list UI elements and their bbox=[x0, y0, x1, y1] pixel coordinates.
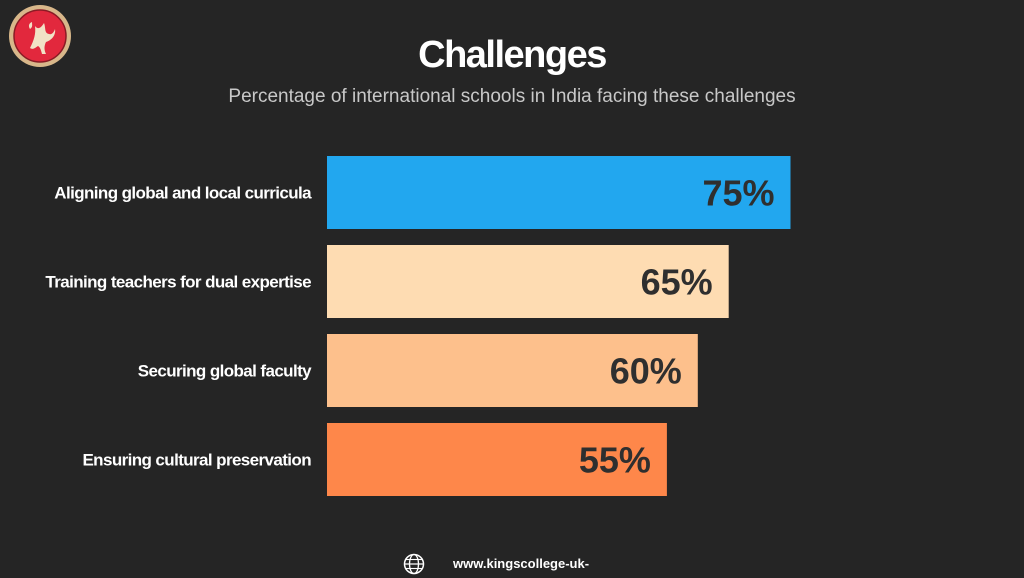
page-subtitle: Percentage of international schools in I… bbox=[228, 86, 796, 107]
bar-1 bbox=[327, 156, 791, 229]
website-link[interactable]: www.kingscollege-uk- bbox=[453, 556, 590, 571]
category-label-3: Securing global faculty bbox=[138, 362, 312, 381]
value-label-1: 75% bbox=[702, 173, 774, 214]
liver-bird-crest-icon bbox=[28, 22, 56, 54]
globe-icon bbox=[403, 553, 425, 575]
value-label-4: 55% bbox=[579, 440, 651, 481]
bar-4 bbox=[327, 423, 667, 496]
value-label-2: 65% bbox=[641, 262, 713, 303]
category-label-1: Aligning global and local curricula bbox=[54, 184, 312, 203]
value-label-3: 60% bbox=[610, 351, 682, 392]
page-title: Challenges bbox=[418, 34, 607, 76]
category-label-4: Ensuring cultural preservation bbox=[82, 451, 311, 470]
bar-2 bbox=[327, 245, 729, 318]
footer: www.kingscollege-uk- bbox=[0, 550, 1024, 578]
college-crest-logo bbox=[9, 5, 71, 67]
bar-3 bbox=[327, 334, 698, 407]
category-label-2: Training teachers for dual expertise bbox=[45, 273, 311, 292]
